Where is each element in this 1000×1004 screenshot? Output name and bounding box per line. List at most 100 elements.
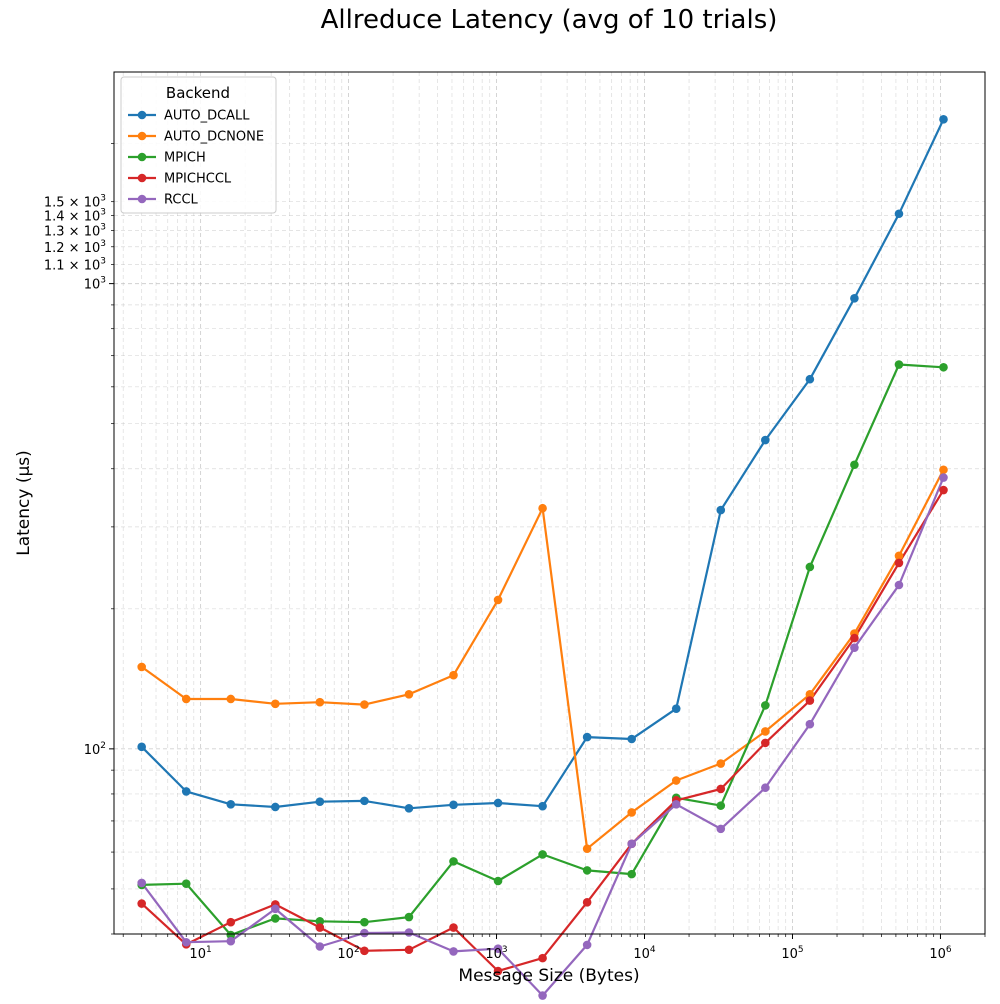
y-tick-base: 10 bbox=[84, 225, 101, 240]
x-tick-base: 10 bbox=[189, 947, 206, 962]
data-point-mpichccl bbox=[894, 558, 904, 568]
data-point-mpich bbox=[939, 362, 948, 372]
y-tick-label: 103 bbox=[84, 276, 106, 293]
x-tick-exponent: 6 bbox=[946, 945, 952, 955]
y-tick-exponent: 3 bbox=[100, 194, 106, 204]
data-point-auto-dcall bbox=[137, 742, 146, 752]
data-point-mpichccl bbox=[716, 784, 726, 794]
y-tick-mantissa: 1.4 × bbox=[44, 210, 84, 225]
data-point-mpichccl bbox=[493, 966, 503, 976]
data-point-auto-dcall bbox=[671, 704, 681, 713]
data-point-mpichccl bbox=[582, 897, 592, 907]
data-point-auto-dcall bbox=[894, 209, 904, 219]
data-point-rccl bbox=[226, 936, 236, 946]
data-point-rccl bbox=[627, 839, 636, 849]
data-point-mpichccl bbox=[850, 633, 859, 643]
x-tick-label: 103 bbox=[485, 945, 507, 962]
data-point-auto-dcall bbox=[226, 800, 236, 809]
series-points bbox=[137, 115, 948, 1000]
legend-marker-mpichccl bbox=[137, 173, 147, 183]
data-point-mpichccl bbox=[761, 738, 770, 748]
y-tick-label: 1.3 × 103 bbox=[44, 223, 106, 240]
data-point-mpich bbox=[894, 360, 904, 369]
x-tick-base: 10 bbox=[337, 947, 354, 962]
y-tick-label: 1.5 × 103 bbox=[44, 194, 106, 211]
data-point-mpich bbox=[538, 850, 547, 859]
data-point-rccl bbox=[716, 824, 726, 834]
y-tick-exponent: 2 bbox=[100, 741, 106, 751]
data-point-mpichccl bbox=[315, 923, 325, 932]
data-point-rccl bbox=[894, 580, 904, 590]
y-tick-mantissa: 1.1 × bbox=[44, 258, 84, 273]
data-point-auto-dcnone bbox=[627, 808, 636, 817]
data-point-auto-dcall bbox=[939, 115, 948, 124]
data-point-mpich bbox=[404, 912, 414, 922]
data-point-auto-dcnone bbox=[939, 465, 948, 475]
data-point-mpichccl bbox=[360, 946, 369, 956]
data-point-auto-dcnone bbox=[493, 595, 503, 605]
data-point-mpich bbox=[805, 562, 815, 572]
data-point-auto-dcnone bbox=[271, 699, 280, 709]
x-tick-exponent: 5 bbox=[798, 945, 804, 955]
legend-title: Backend bbox=[166, 84, 230, 102]
x-tick-label: 106 bbox=[929, 945, 952, 962]
y-tick-exponent: 3 bbox=[100, 208, 106, 218]
x-axis-label: Message Size (Bytes) bbox=[458, 966, 639, 986]
legend-label-auto-dcall: AUTO_DCALL bbox=[164, 109, 250, 124]
data-point-auto-dcall bbox=[716, 505, 726, 515]
data-point-auto-dcall bbox=[271, 802, 280, 812]
data-point-auto-dcnone bbox=[582, 844, 592, 854]
data-point-auto-dcnone bbox=[137, 662, 146, 672]
data-point-mpich bbox=[315, 916, 325, 926]
y-tick-exponent: 3 bbox=[100, 256, 106, 266]
data-point-mpich bbox=[181, 879, 191, 889]
data-point-rccl bbox=[449, 947, 458, 956]
data-point-rccl bbox=[939, 473, 948, 482]
data-point-mpich bbox=[360, 917, 369, 927]
data-point-auto-dcall bbox=[627, 734, 636, 744]
x-axis-ticks: 101 102 103 104 105 106 bbox=[122, 934, 986, 962]
y-tick-label: 1.2 × 103 bbox=[44, 239, 106, 256]
data-point-rccl bbox=[671, 800, 681, 809]
data-point-rccl bbox=[538, 991, 547, 1000]
data-point-mpichccl bbox=[939, 485, 948, 495]
data-point-auto-dcnone bbox=[226, 694, 236, 704]
y-tick-base: 10 bbox=[84, 196, 101, 211]
x-tick-label: 102 bbox=[337, 945, 359, 962]
data-point-mpichccl bbox=[538, 953, 547, 963]
data-point-auto-dcnone bbox=[671, 776, 681, 785]
data-point-auto-dcnone bbox=[716, 759, 726, 768]
legend-label-mpich: MPICH bbox=[164, 151, 206, 166]
data-point-rccl bbox=[850, 643, 859, 652]
data-point-mpichccl bbox=[805, 696, 815, 705]
y-tick-mantissa: 1.3 × bbox=[44, 225, 84, 240]
data-point-auto-dcnone bbox=[449, 670, 458, 680]
data-point-rccl bbox=[360, 928, 369, 938]
data-point-mpich bbox=[627, 869, 636, 879]
data-point-auto-dcall bbox=[493, 798, 503, 808]
data-point-auto-dcnone bbox=[360, 700, 369, 709]
legend-marker-auto-dcall bbox=[137, 110, 147, 120]
data-point-auto-dcnone bbox=[404, 690, 414, 699]
chart-title: Allreduce Latency (avg of 10 trials) bbox=[321, 5, 778, 35]
data-point-auto-dcall bbox=[181, 787, 191, 796]
data-point-auto-dcnone bbox=[805, 690, 815, 699]
data-point-auto-dcnone bbox=[181, 694, 191, 704]
data-point-mpich bbox=[582, 866, 592, 875]
data-point-mpichccl bbox=[449, 923, 458, 932]
x-tick-base: 10 bbox=[781, 947, 798, 962]
y-tick-base: 10 bbox=[84, 258, 101, 273]
data-point-auto-dcnone bbox=[761, 727, 770, 736]
plot-frame bbox=[113, 71, 986, 935]
y-tick-exponent: 3 bbox=[100, 223, 106, 233]
data-point-auto-dcall bbox=[538, 801, 547, 811]
legend: Backend AUTO_DCALL AUTO_DCNONE MPICH MPICHC… bbox=[120, 76, 277, 214]
data-point-rccl bbox=[404, 928, 414, 937]
y-tick-label: 1.4 × 103 bbox=[44, 208, 106, 225]
y-tick-mantissa: 1.2 × bbox=[44, 241, 84, 256]
legend-label-mpichccl: MPICHCCL bbox=[164, 172, 232, 187]
x-tick-exponent: 3 bbox=[502, 945, 508, 955]
data-point-auto-dcall bbox=[404, 804, 414, 813]
